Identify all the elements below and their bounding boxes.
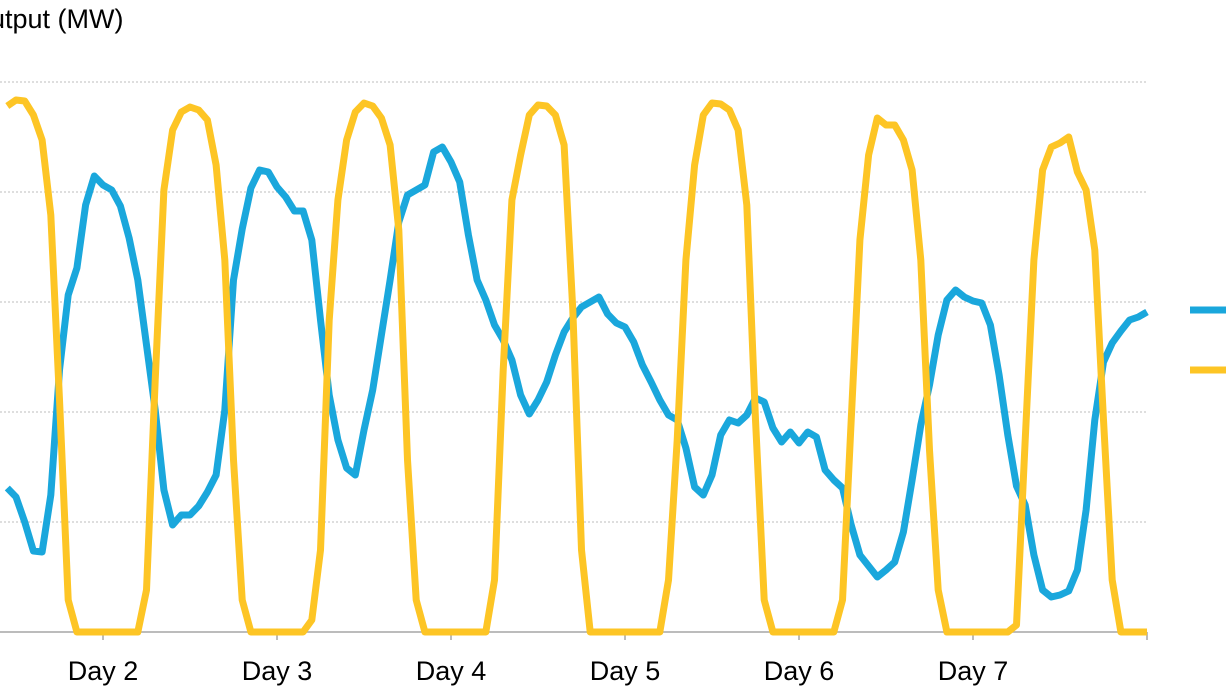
x-tick-label: Day 4 bbox=[416, 656, 487, 686]
x-tick-label: Day 5 bbox=[590, 656, 661, 686]
x-tick-label: Day 6 bbox=[764, 656, 835, 686]
x-tick-label: Day 2 bbox=[68, 656, 139, 686]
x-tick-label: Day 3 bbox=[242, 656, 313, 686]
x-tick-label: Day 7 bbox=[938, 656, 1009, 686]
series-line bbox=[4, 143, 1149, 601]
y-axis-label: utput (MW) bbox=[0, 4, 124, 34]
series-line bbox=[5, 96, 1147, 636]
